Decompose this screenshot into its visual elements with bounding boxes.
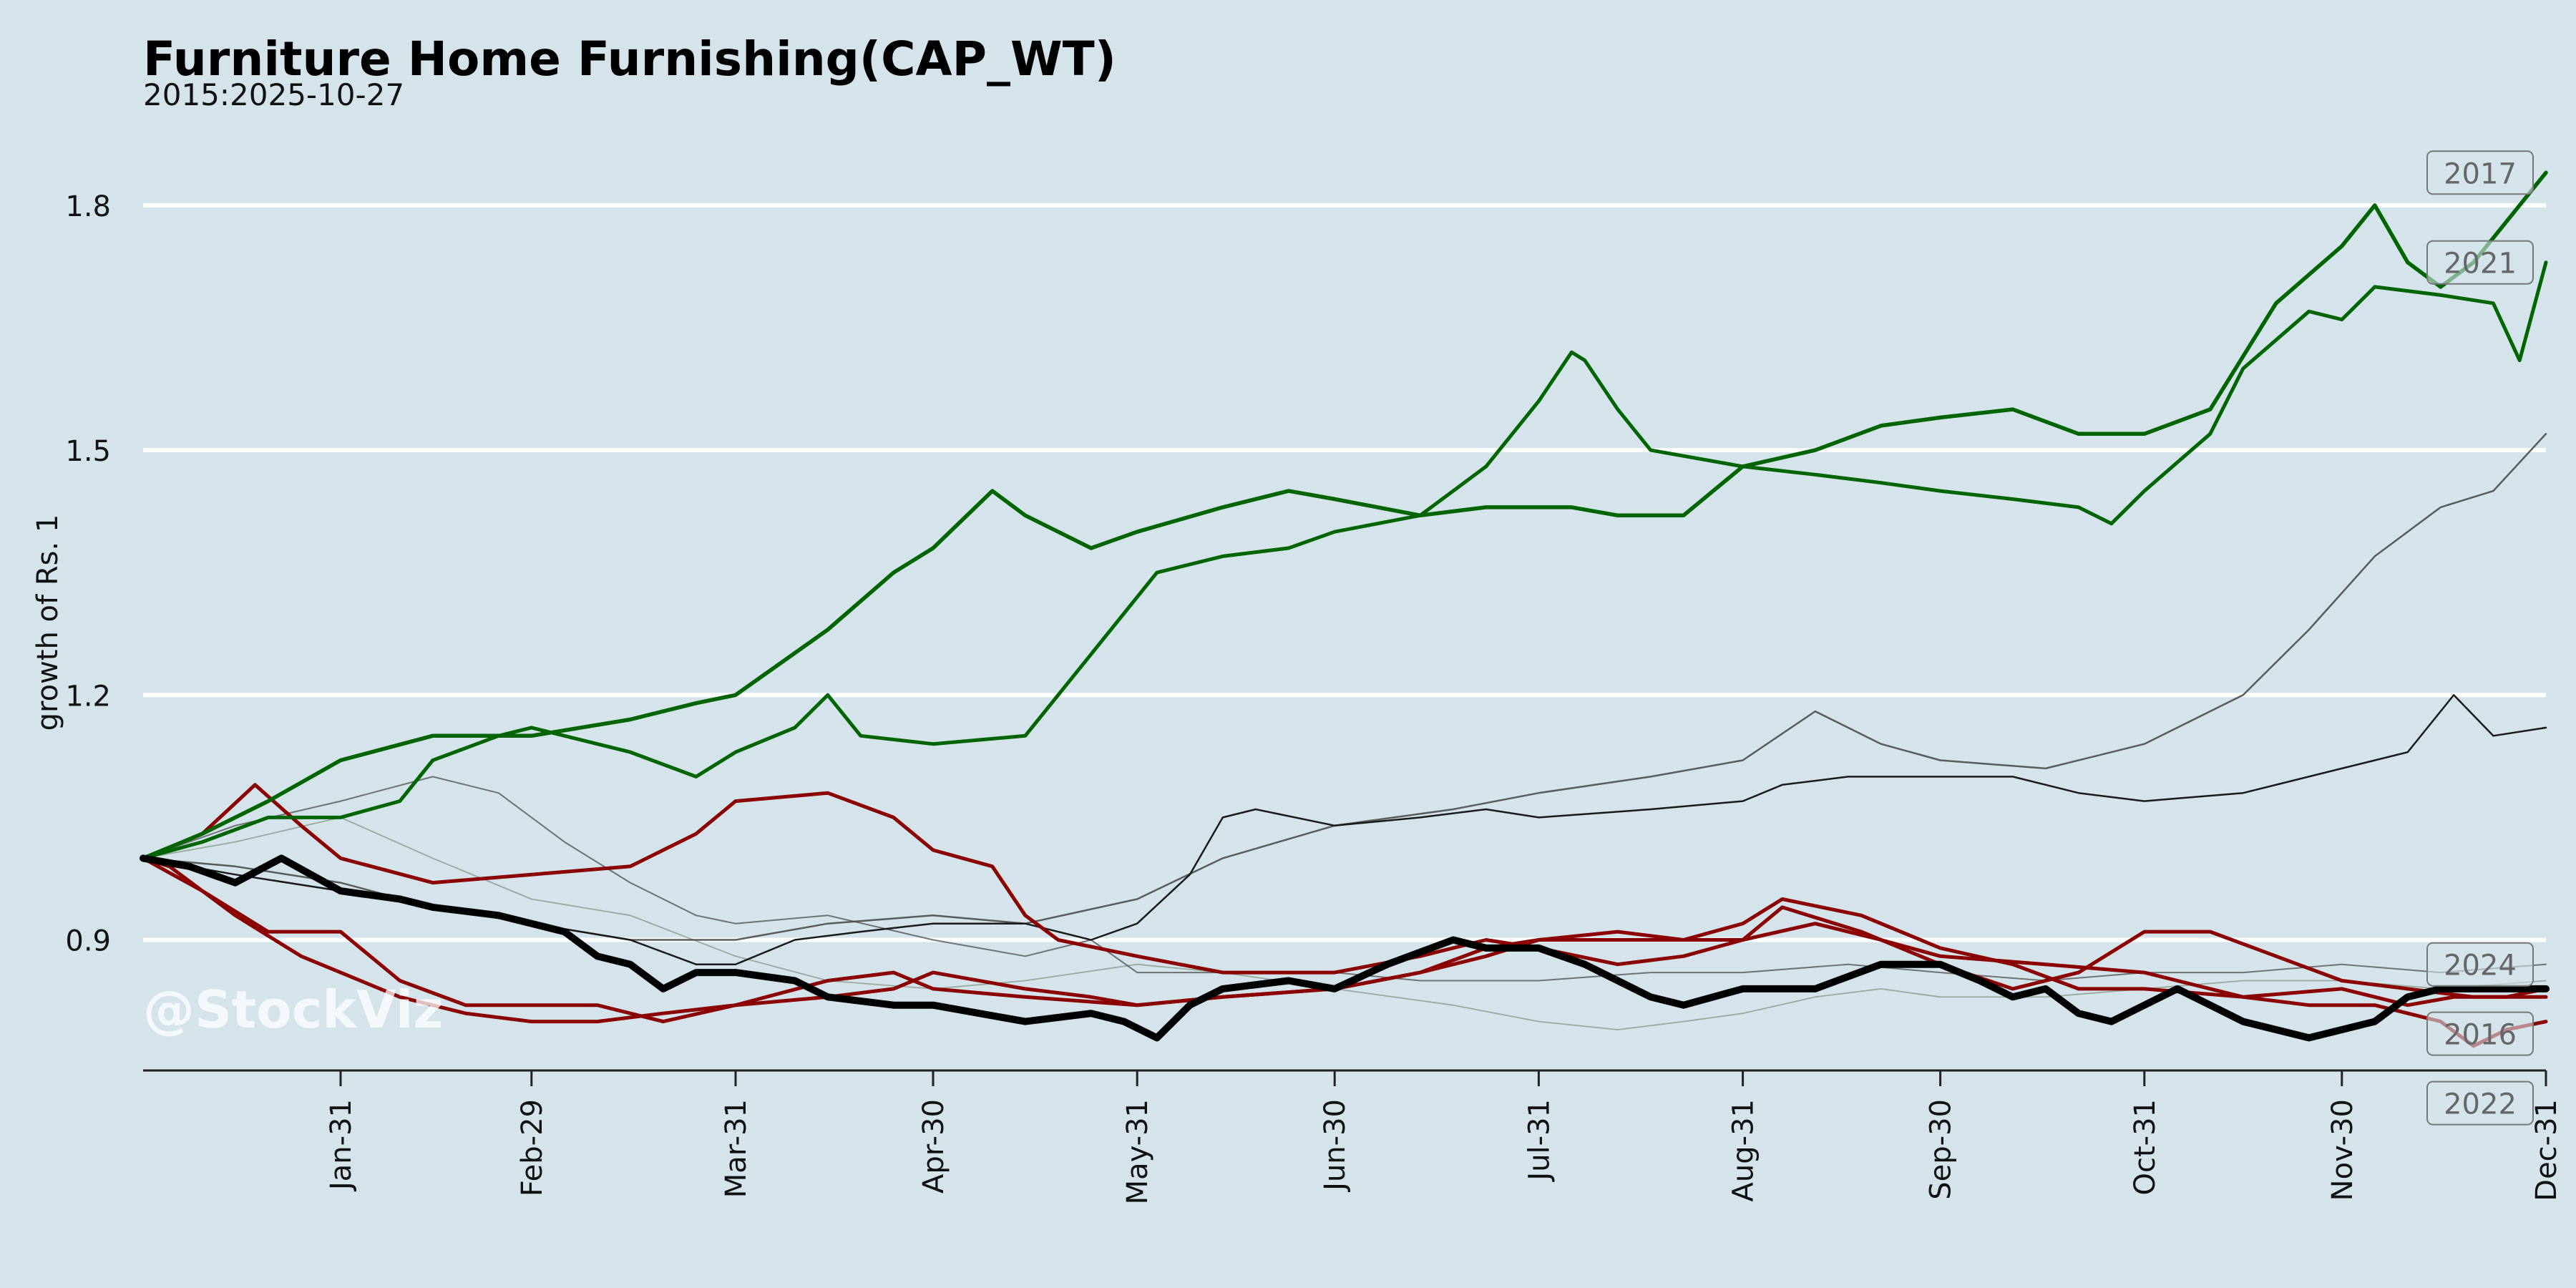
x-tick-label: Jul-31 bbox=[1523, 1099, 1556, 1183]
series-line-2022 bbox=[141, 856, 2548, 1048]
series-end-label-2016: 2016 bbox=[2426, 1011, 2534, 1056]
series-line-2020 bbox=[142, 816, 2547, 1030]
series-end-label-2021: 2021 bbox=[2426, 240, 2534, 285]
label-text: 2016 bbox=[2444, 1019, 2517, 1052]
series-line-2015 bbox=[142, 433, 2547, 941]
x-tick-label: Jun-30 bbox=[1319, 1099, 1352, 1193]
x-tick-label: Aug-31 bbox=[1727, 1099, 1760, 1201]
watermark: @StockViz bbox=[143, 980, 443, 1040]
label-box bbox=[2426, 1080, 2534, 1126]
x-tick-label: May-31 bbox=[1121, 1099, 1154, 1204]
series-line-2023 bbox=[142, 694, 2547, 965]
y-tick-label: 1.2 bbox=[65, 680, 111, 713]
x-tick-label: Jan-31 bbox=[325, 1099, 358, 1192]
series-end-label-2017: 2017 bbox=[2426, 150, 2534, 195]
y-tick-label: 1.5 bbox=[65, 435, 111, 468]
label-layer: 2017 2021 2024 2016 2022 bbox=[2426, 150, 2534, 1126]
series-line-2024 bbox=[140, 854, 2550, 1042]
series-layer bbox=[140, 170, 2550, 1048]
grid-layer bbox=[143, 203, 2546, 942]
y-tick-label: 1.8 bbox=[65, 190, 111, 223]
x-tick-label: Feb-29 bbox=[516, 1099, 549, 1196]
label-text: 2024 bbox=[2444, 950, 2517, 982]
x-tick-label: Sep-30 bbox=[1925, 1099, 1958, 1200]
series-line-2021 bbox=[141, 260, 2548, 860]
label-text: 2017 bbox=[2444, 157, 2517, 190]
label-box bbox=[2426, 240, 2534, 285]
x-tick-label: Nov-30 bbox=[2326, 1099, 2359, 1201]
label-box bbox=[2426, 1011, 2534, 1056]
y-tick-label: 0.9 bbox=[65, 924, 111, 957]
series-line-2017 bbox=[141, 170, 2548, 861]
label-box bbox=[2426, 942, 2534, 987]
label-text: 2021 bbox=[2444, 248, 2517, 280]
label-box bbox=[2426, 150, 2534, 195]
x-tick-label: Dec-31 bbox=[2530, 1099, 2563, 1201]
x-tick-label: Apr-30 bbox=[917, 1099, 950, 1194]
axis-layer: growth of Rs. 1 @StockViz 0.9 1.2 1.5 1.8 Ja… bbox=[31, 190, 2563, 1204]
label-text: 2022 bbox=[2444, 1088, 2517, 1121]
series-line-2016 bbox=[141, 783, 2548, 999]
series-end-label-2024: 2024 bbox=[2426, 942, 2534, 987]
series-line-2019 bbox=[142, 776, 2547, 982]
x-tick-label: Mar-31 bbox=[720, 1099, 753, 1198]
y-axis-label: growth of Rs. 1 bbox=[31, 514, 64, 731]
x-tick-label: Oct-31 bbox=[2129, 1099, 2162, 1196]
chart-subtitle: 2015:2025-10-27 bbox=[143, 77, 405, 112]
chart-title: Furniture Home Furnishing(CAP_WT) bbox=[143, 31, 1116, 87]
series-end-label-2022: 2022 bbox=[2426, 1080, 2534, 1126]
